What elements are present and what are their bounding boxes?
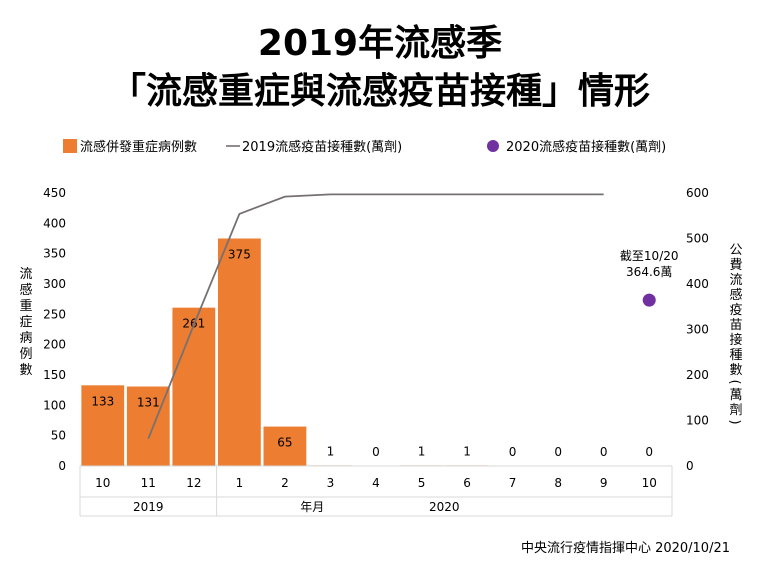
vaccine-2019-line [147, 193, 604, 440]
legend-bar-label: 流感併發重症病例數 [80, 139, 197, 155]
y-tick-label: 150 [43, 368, 66, 382]
y2-axis-title-char: 感 [729, 287, 742, 303]
legend-line-label: 2019流感疫苗接種數(萬劑) [242, 139, 402, 155]
y2-axis-title-char: 劑 [729, 402, 742, 418]
bar-data-label: 0 [372, 445, 380, 459]
bar-data-label: 0 [509, 445, 517, 459]
y-tick-label: 400 [43, 216, 66, 230]
bar-data-label: 0 [554, 445, 562, 459]
bar-data-label: 0 [600, 445, 608, 459]
y-tick-label: 0 [58, 459, 66, 473]
y2-tick-label: 300 [686, 323, 709, 337]
bar-data-label: 1 [327, 444, 335, 458]
x-tick-label: 9 [600, 476, 608, 490]
x-tick-label: 3 [327, 476, 335, 490]
y-axis-title-char: 病 [19, 331, 32, 346]
y-tick-label: 350 [43, 247, 66, 261]
y2-axis-title-char: 流 [729, 273, 742, 288]
y-tick-label: 200 [43, 338, 66, 352]
y-axis-title-char: 例 [19, 347, 32, 362]
x-tick-label: 7 [509, 476, 517, 490]
x-tick-label: 6 [463, 476, 471, 490]
y-axis-title-char: 感 [19, 282, 32, 298]
x-year-label: 2019 [133, 500, 164, 514]
y-axis-title-char: 數 [19, 363, 32, 378]
bar-data-label: 1 [463, 444, 471, 458]
source-note: 中央流行疫情指揮中心 2020/10/21 [520, 541, 730, 556]
legend-bar-swatch [63, 139, 77, 153]
bar-data-label: 1 [418, 444, 426, 458]
x-tick-label: 10 [95, 476, 110, 490]
legend-dot-swatch [487, 140, 499, 152]
x-tick-label: 1 [236, 476, 244, 490]
y-axis-title-char: 症 [19, 315, 32, 330]
bar [126, 386, 170, 466]
y2-tick-label: 0 [686, 459, 694, 473]
y2-axis-title-char: 萬 [729, 388, 742, 403]
y-tick-label: 300 [43, 277, 66, 291]
y2-axis-title-char: 費 [729, 258, 742, 273]
y2-axis-title-char: 疫 [729, 302, 742, 318]
y2-tick-label: 500 [686, 232, 709, 246]
x-year-label: 2020 [429, 500, 460, 514]
bar-data-label: 0 [645, 445, 653, 459]
bar [81, 385, 125, 466]
x-tick-label: 5 [418, 476, 426, 490]
y2-axis-title-char: 數 [729, 363, 742, 378]
x-tick-label: 2 [281, 476, 289, 490]
point-annotation-line2: 364.6萬 [626, 265, 672, 279]
bar [172, 307, 216, 466]
x-tick-label: 12 [186, 476, 201, 490]
bar-data-label: 133 [91, 394, 114, 408]
x-tick-label: 4 [372, 476, 380, 490]
y-tick-label: 50 [51, 429, 66, 443]
y2-axis-title-char: ) [727, 419, 742, 424]
y-tick-label: 100 [43, 398, 66, 412]
legend-dot-label: 2020流感疫苗接種數(萬劑) [506, 139, 666, 155]
y-axis-title-char: 重 [19, 298, 32, 314]
bar [217, 238, 261, 466]
bar [263, 426, 307, 466]
y-tick-label: 450 [43, 186, 66, 200]
bar-data-label: 65 [277, 436, 292, 450]
x-tick-label: 10 [642, 476, 657, 490]
x-tick-label: 8 [554, 476, 562, 490]
point-annotation-line1: 截至10/20 [620, 249, 679, 263]
y2-axis-title-char: 公 [729, 243, 742, 258]
y2-axis-title-char: ( [727, 379, 742, 384]
vaccine-2020-point [642, 293, 656, 307]
x-axis-title: 年月 [300, 500, 324, 514]
y2-tick-label: 100 [686, 414, 709, 428]
chart-title-line1: 2019年流感季 [257, 23, 503, 64]
y-tick-label: 250 [43, 307, 66, 321]
bar-data-label: 375 [228, 248, 251, 262]
x-tick-label: 11 [141, 476, 156, 490]
y2-axis-title-char: 種 [729, 347, 742, 363]
bar-data-label: 131 [137, 396, 160, 410]
y2-tick-label: 200 [686, 368, 709, 382]
y2-tick-label: 400 [686, 277, 709, 291]
chart-title-line2: 「流感重症與流感疫苗接種」情形 [109, 71, 650, 112]
y2-tick-label: 600 [686, 186, 709, 200]
y-axis-title-char: 流 [19, 267, 32, 282]
y2-axis-title-char: 接 [729, 332, 742, 348]
y2-axis-title-char: 苗 [729, 318, 742, 333]
